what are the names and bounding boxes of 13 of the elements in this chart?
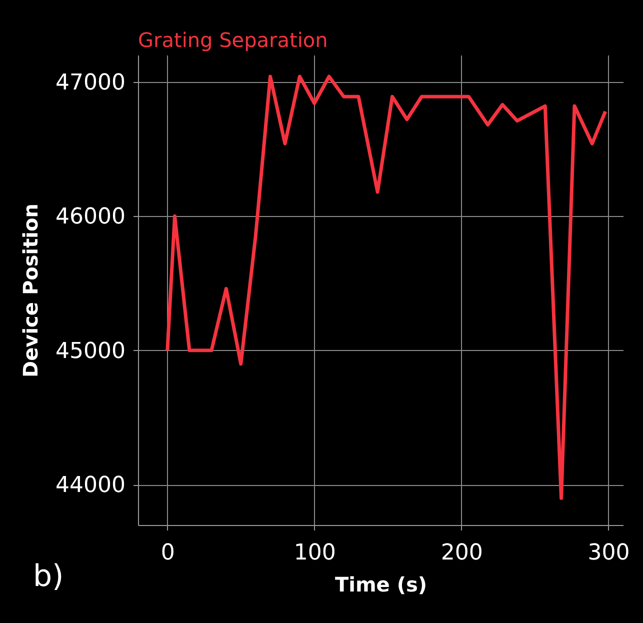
x-tick-label: 0 <box>160 540 175 566</box>
series-label: Grating Separation <box>138 28 328 52</box>
y-tick-label: 45000 <box>56 338 126 364</box>
x-tick-label: 200 <box>440 540 483 566</box>
x-axis-title: Time (s) <box>334 572 428 596</box>
y-tick-label: 46000 <box>56 204 126 230</box>
line-series <box>166 74 608 500</box>
y-tick-label: 47000 <box>56 70 126 96</box>
text: b) <box>33 559 64 594</box>
x-tick-label: 100 <box>294 540 336 566</box>
y-tick-label: 44000 <box>56 473 126 498</box>
x-tick-label: 300 <box>588 540 630 566</box>
y-axis-title: Device Position <box>18 204 43 378</box>
